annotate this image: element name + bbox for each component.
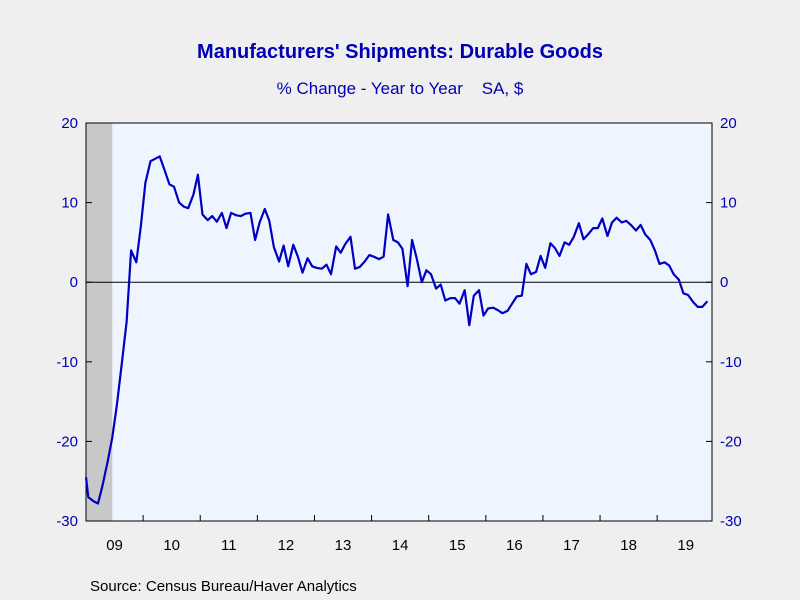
plot-layer: 20 20 10 10 0 0 -10 -10 -20 -20 -30 -30 09 10 11 12 13 14… bbox=[56, 115, 741, 554]
plot-border bbox=[85, 122, 713, 522]
chart-title: Manufacturers' Shipments: Durable Goods bbox=[197, 41, 603, 63]
x-tick-label: 09 bbox=[106, 537, 123, 554]
y-tick-label-right: 0 bbox=[720, 274, 728, 291]
y-tick-label-left: -30 bbox=[56, 513, 78, 530]
x-tick-label: 14 bbox=[392, 537, 409, 554]
chart-source: Source: Census Bureau/Haver Analytics bbox=[90, 578, 357, 595]
y-tick-label-left: -20 bbox=[56, 433, 78, 450]
chart-subtitle: % Change - Year to Year SA, $ bbox=[277, 79, 524, 98]
y-tick-label-left: 0 bbox=[70, 274, 78, 291]
y-tick-label-left: 10 bbox=[61, 195, 78, 212]
x-tick-label: 10 bbox=[163, 537, 180, 554]
y-tick-label-right: 20 bbox=[720, 115, 737, 132]
x-tick-label: 15 bbox=[449, 537, 466, 554]
y-tick-label-left: -10 bbox=[56, 354, 78, 371]
x-tick-label: 16 bbox=[506, 537, 523, 554]
x-tick-label: 17 bbox=[563, 537, 580, 554]
x-tick-label: 12 bbox=[278, 537, 295, 554]
y-tick-label-right: -30 bbox=[720, 513, 742, 530]
x-tick-label: 18 bbox=[620, 537, 637, 554]
series-line bbox=[84, 155, 709, 505]
x-tick-label: 11 bbox=[221, 537, 237, 554]
y-tick-label-right: 10 bbox=[720, 195, 737, 212]
y-tick-label-right: -20 bbox=[720, 433, 742, 450]
x-tick-label: 13 bbox=[335, 537, 352, 554]
y-tick-label-left: 20 bbox=[61, 115, 78, 132]
plot-background bbox=[86, 123, 712, 521]
y-tick-label-right: -10 bbox=[720, 354, 742, 371]
x-tick-label: 19 bbox=[677, 537, 694, 554]
